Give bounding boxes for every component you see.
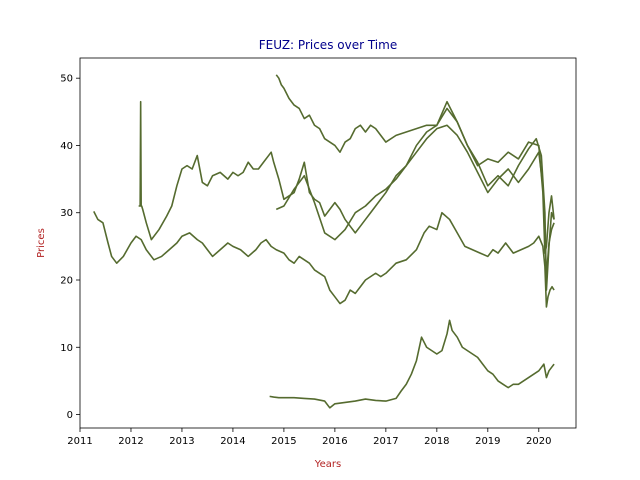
y-axis: 0 10 20 30 40 50 bbox=[60, 74, 80, 421]
x-tick-label: 2014 bbox=[220, 436, 245, 447]
y-tick-label: 20 bbox=[60, 276, 73, 287]
x-axis-title: Years bbox=[314, 459, 341, 470]
x-tick-label: 2018 bbox=[424, 436, 449, 447]
y-tick-label: 30 bbox=[60, 208, 73, 219]
x-tick-label: 2019 bbox=[475, 436, 500, 447]
price-series-line-4 bbox=[275, 124, 555, 278]
price-series-line-2 bbox=[138, 100, 555, 291]
x-tick-label: 2020 bbox=[526, 436, 551, 447]
y-tick-label: 10 bbox=[60, 343, 73, 354]
price-series-line-1 bbox=[93, 211, 555, 308]
x-tick-label: 2012 bbox=[118, 436, 143, 447]
x-tick-label: 2015 bbox=[271, 436, 296, 447]
series-layer bbox=[93, 74, 555, 409]
x-axis: 2011 2012 2013 2014 2015 2016 2017 2018 2019 2020 bbox=[67, 428, 552, 447]
y-tick-label: 50 bbox=[60, 74, 73, 85]
x-tick-label: 2017 bbox=[373, 436, 398, 447]
x-tick-label: 2013 bbox=[169, 436, 194, 447]
y-axis-title: Prices bbox=[36, 228, 47, 258]
x-tick-label: 2011 bbox=[67, 436, 92, 447]
price-series-line-5 bbox=[269, 319, 555, 409]
price-series-line-3 bbox=[275, 74, 555, 254]
plot-frame bbox=[79, 57, 577, 429]
x-tick-label: 2016 bbox=[322, 436, 347, 447]
y-tick-label: 40 bbox=[60, 141, 73, 152]
y-tick-label: 0 bbox=[67, 410, 73, 421]
chart-title: FEUZ: Prices over Time bbox=[259, 38, 397, 52]
